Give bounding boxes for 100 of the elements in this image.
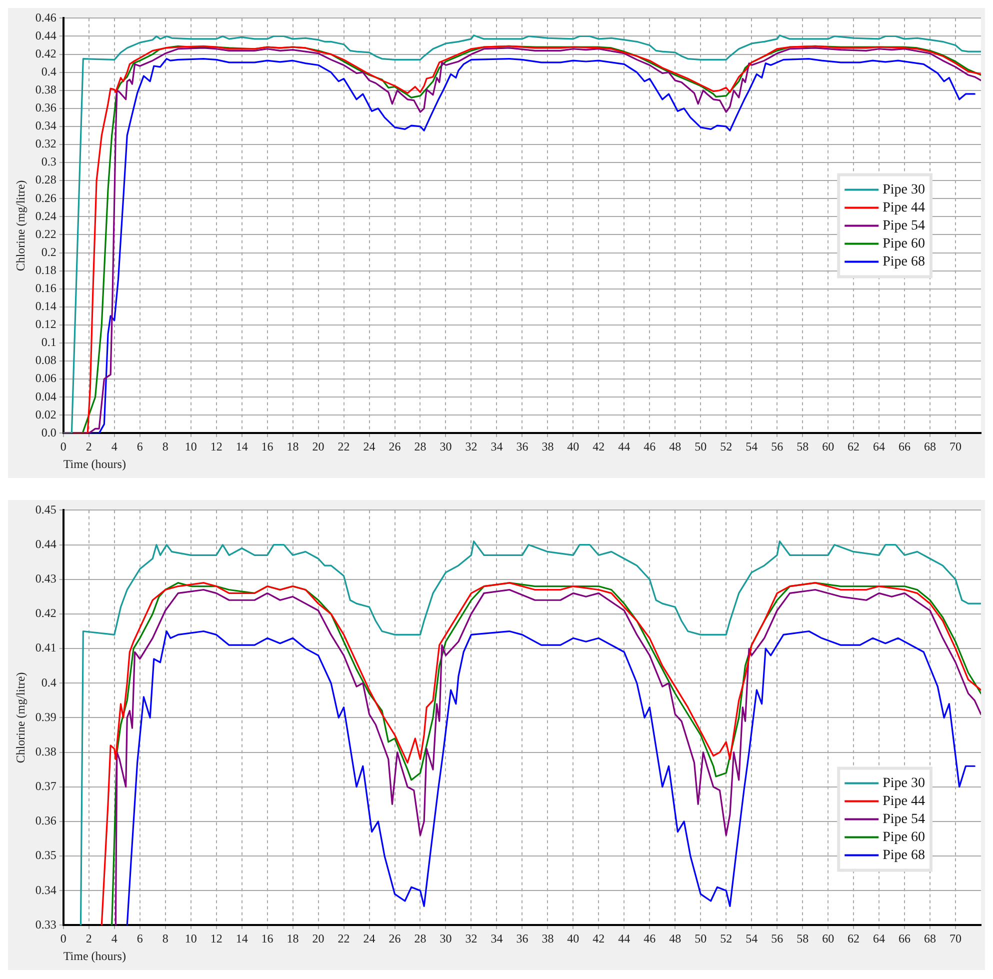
x-tick-label: 44 xyxy=(618,932,630,946)
y-tick-label: 0.42 xyxy=(35,46,56,60)
y-tick-label: 0.14 xyxy=(35,299,56,314)
x-tick-label: 50 xyxy=(694,932,707,946)
x-tick-label: 12 xyxy=(210,932,222,946)
legend-label: Pipe 44 xyxy=(882,794,925,809)
x-tick-label: 10 xyxy=(184,440,197,454)
x-tick-label: 40 xyxy=(567,440,580,454)
x-tick-label: 6 xyxy=(136,932,143,946)
x-tick-label: 12 xyxy=(210,440,222,454)
x-tick-label: 16 xyxy=(261,932,274,946)
x-tick-label: 60 xyxy=(822,440,834,454)
y-tick-label: 0.1 xyxy=(41,335,56,350)
x-tick-label: 0 xyxy=(60,440,66,454)
x-tick-label: 64 xyxy=(873,932,886,946)
y-tick-label: 0.12 xyxy=(35,317,56,332)
x-tick-label: 6 xyxy=(136,440,143,454)
x-tick-label: 4 xyxy=(111,440,118,454)
y-tick-label: 0.37 xyxy=(35,779,56,794)
x-tick-label: 68 xyxy=(924,932,936,946)
x-axis-title: Time (hours) xyxy=(63,948,126,963)
y-tick-label: 0.4 xyxy=(41,675,56,690)
x-tick-label: 24 xyxy=(363,440,376,454)
x-tick-label: 20 xyxy=(312,440,324,454)
y-tick-label: 0.38 xyxy=(35,744,56,758)
x-tick-label: 70 xyxy=(950,440,962,454)
y-tick-label: 0.41 xyxy=(35,640,56,655)
legend-label: Pipe 30 xyxy=(882,182,925,198)
legend-label: Pipe 44 xyxy=(882,200,925,216)
y-tick-label: 0.34 xyxy=(35,882,56,897)
x-tick-label: 64 xyxy=(873,440,886,454)
x-tick-label: 62 xyxy=(848,932,860,946)
x-tick-label: 56 xyxy=(771,440,784,454)
y-tick-label: 0.2 xyxy=(41,244,56,259)
y-tick-label: 0.42 xyxy=(35,606,56,620)
x-tick-label: 66 xyxy=(898,932,911,946)
y-tick-label: 0.44 xyxy=(35,28,56,42)
x-tick-label: 54 xyxy=(746,440,758,454)
x-tick-label: 60 xyxy=(822,932,834,946)
x-tick-label: 4 xyxy=(111,932,118,946)
legend-label: Pipe 30 xyxy=(882,776,925,791)
legend-label: Pipe 54 xyxy=(882,218,925,234)
y-tick-label: 0.34 xyxy=(35,118,56,133)
y-tick-label: 0.36 xyxy=(35,814,56,828)
y-tick-label: 0.39 xyxy=(35,710,56,724)
x-tick-label: 34 xyxy=(490,932,503,946)
x-tick-label: 38 xyxy=(542,932,554,946)
y-tick-label: 0.06 xyxy=(35,371,56,386)
x-tick-label: 28 xyxy=(414,440,426,454)
y-tick-label: 0.26 xyxy=(35,190,56,205)
x-tick-label: 22 xyxy=(338,440,350,454)
y-tick-label: 0.46 xyxy=(35,10,56,24)
x-tick-label: 42 xyxy=(592,932,605,946)
y-tick-label: 0.02 xyxy=(35,407,56,422)
x-tick-label: 34 xyxy=(490,440,503,454)
y-tick-label: 0.18 xyxy=(35,262,56,277)
x-tick-label: 52 xyxy=(720,932,732,946)
x-tick-label: 10 xyxy=(184,932,197,946)
legend-label: Pipe 54 xyxy=(882,812,925,827)
x-tick-label: 68 xyxy=(924,440,936,454)
x-tick-label: 42 xyxy=(592,440,605,454)
x-tick-label: 22 xyxy=(338,932,350,946)
x-tick-label: 24 xyxy=(363,932,376,946)
x-tick-label: 8 xyxy=(162,932,168,946)
y-tick-label: 0.43 xyxy=(35,572,56,586)
y-tick-label: 0.44 xyxy=(35,536,56,551)
x-tick-label: 46 xyxy=(644,932,656,946)
legend-label: Pipe 68 xyxy=(882,848,925,863)
x-tick-label: 56 xyxy=(771,932,784,946)
x-axis-title: Time (hours) xyxy=(63,456,126,471)
y-tick-label: 0.04 xyxy=(35,389,56,404)
x-tick-label: 36 xyxy=(516,440,528,454)
x-tick-label: 44 xyxy=(618,440,630,454)
x-tick-label: 26 xyxy=(388,932,401,946)
x-tick-label: 8 xyxy=(162,440,168,454)
legend-label: Pipe 60 xyxy=(882,236,925,252)
x-tick-label: 16 xyxy=(261,440,274,454)
legend-label: Pipe 60 xyxy=(882,830,925,845)
y-tick-label: 0.38 xyxy=(35,82,56,97)
x-tick-label: 58 xyxy=(796,440,809,454)
y-tick-label: 0.08 xyxy=(35,353,56,368)
x-tick-label: 20 xyxy=(312,932,324,946)
x-tick-label: 48 xyxy=(669,932,682,946)
y-tick-label: 0.22 xyxy=(35,226,56,241)
y-tick-label: 0.28 xyxy=(35,172,56,187)
x-tick-label: 30 xyxy=(440,932,452,946)
x-tick-label: 18 xyxy=(286,440,299,454)
x-tick-label: 14 xyxy=(236,440,248,454)
x-tick-label: 0 xyxy=(60,932,66,946)
x-tick-label: 28 xyxy=(414,932,426,946)
x-tick-label: 36 xyxy=(516,932,528,946)
x-tick-label: 54 xyxy=(746,932,758,946)
x-tick-label: 32 xyxy=(465,932,478,946)
x-tick-label: 46 xyxy=(644,440,656,454)
x-tick-label: 30 xyxy=(440,440,452,454)
y-tick-label: 0.4 xyxy=(41,64,56,78)
x-tick-label: 52 xyxy=(720,440,732,454)
y-tick-label: 0.36 xyxy=(35,100,56,115)
x-tick-label: 26 xyxy=(388,440,401,454)
y-axis-title: Chlorine (mg/litre) xyxy=(13,672,28,764)
